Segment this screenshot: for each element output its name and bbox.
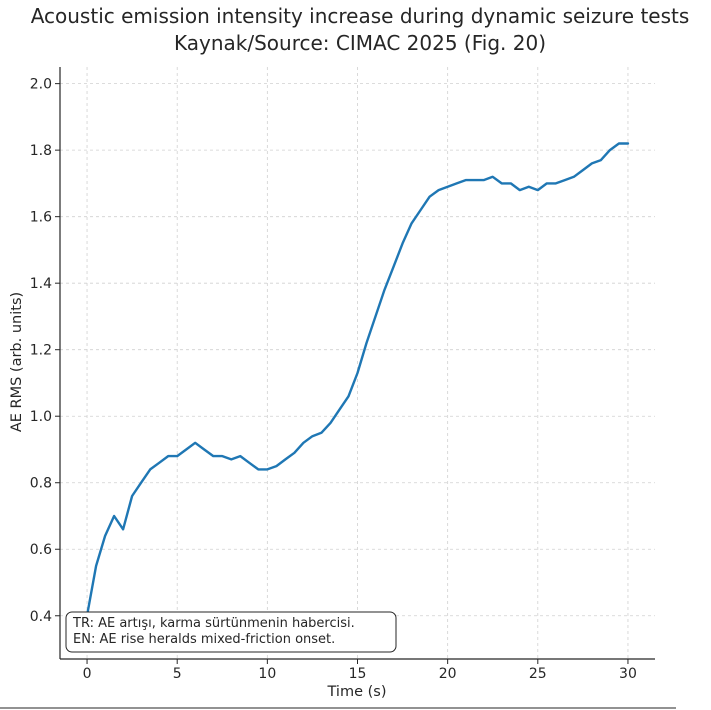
y-tick-label: 0.4 xyxy=(30,609,52,625)
x-ticks: 0 5 10 15 20 25 30 xyxy=(83,659,637,682)
y-tick-label: 2.0 xyxy=(30,77,52,93)
chart-title: Acoustic emission intensity increase dur… xyxy=(31,4,690,28)
x-tick-label: 15 xyxy=(349,666,367,682)
y-axis-label: AE RMS (arb. units) xyxy=(9,292,25,432)
chart-subtitle: Kaynak/Source: CIMAC 2025 (Fig. 20) xyxy=(174,31,546,55)
y-tick-label: 1.2 xyxy=(30,343,52,359)
annotation-line-tr: TR: AE artışı, karma sürtünmenin haberci… xyxy=(72,616,355,631)
y-tick-label: 1.4 xyxy=(30,276,52,292)
x-axis-label: Time (s) xyxy=(327,684,387,700)
x-tick-label: 5 xyxy=(173,666,182,682)
annotation-line-en: EN: AE rise heralds mixed-friction onset… xyxy=(73,632,335,647)
grid xyxy=(60,67,655,659)
series-line xyxy=(85,142,630,617)
x-tick-label: 20 xyxy=(439,666,457,682)
y-tick-label: 1.6 xyxy=(30,210,52,226)
y-ticks: 0.4 0.6 0.8 1.0 1.2 1.4 1.6 1.8 2.0 xyxy=(30,77,60,625)
x-tick-label: 25 xyxy=(529,666,547,682)
y-tick-label: 1.8 xyxy=(30,143,52,159)
annotation-frame xyxy=(65,611,397,653)
y-tick-label: 1.0 xyxy=(30,409,52,425)
x-tick-label: 10 xyxy=(258,666,276,682)
x-tick-label: 30 xyxy=(619,666,637,682)
x-tick-label: 0 xyxy=(83,666,92,682)
annotation-box: TR: AE artışı, karma sürtünmenin haberci… xyxy=(65,611,397,653)
y-tick-label: 0.6 xyxy=(30,542,52,558)
y-tick-label: 0.8 xyxy=(30,476,52,492)
series-polyline xyxy=(85,142,630,617)
